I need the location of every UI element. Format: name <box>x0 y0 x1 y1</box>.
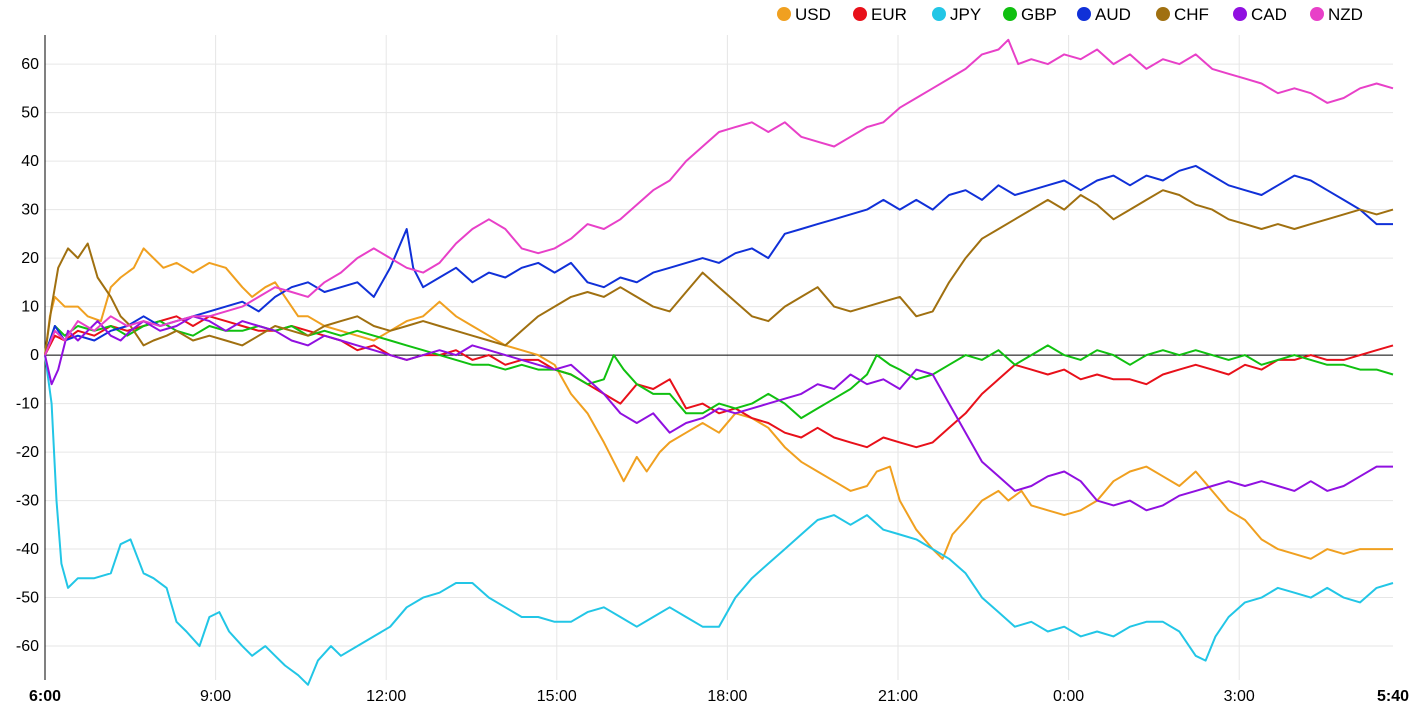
x-tick-label: 9:00 <box>200 688 231 705</box>
legend-swatch <box>777 7 791 21</box>
series-line-chf <box>44 189 1394 356</box>
legend: USD EUR JPY GBP AUD CHF CAD NZD <box>777 5 1363 24</box>
series-line-jpy <box>44 354 1394 686</box>
legend-item-aud[interactable]: AUD <box>1077 5 1131 24</box>
x-tick-label: 12:00 <box>366 688 406 705</box>
legend-item-gbp[interactable]: GBP <box>1003 5 1057 24</box>
legend-item-usd[interactable]: USD <box>777 5 831 24</box>
y-tick-label: -20 <box>16 444 39 461</box>
legend-swatch <box>1156 7 1170 21</box>
series-line-aud <box>44 164 1393 356</box>
y-tick-label: -60 <box>16 638 39 655</box>
legend-label: AUD <box>1095 5 1131 24</box>
x-tick-label: 3:00 <box>1224 688 1255 705</box>
legend-label: CAD <box>1251 5 1287 24</box>
legend-label: USD <box>795 5 831 24</box>
x-tick-label: 21:00 <box>878 688 918 705</box>
legend-item-jpy[interactable]: JPY <box>932 5 981 24</box>
series-line-usd <box>44 247 1393 560</box>
x-tick-label: 18:00 <box>707 688 747 705</box>
legend-swatch <box>1003 7 1017 21</box>
grid <box>45 35 1393 680</box>
legend-swatch <box>932 7 946 21</box>
x-tick-label: 6:00 <box>29 688 61 705</box>
y-tick-label: -30 <box>16 493 39 510</box>
series-line-nzd <box>44 38 1394 356</box>
series-line-eur <box>44 315 1394 449</box>
legend-item-nzd[interactable]: NZD <box>1310 5 1363 24</box>
series-lines <box>44 38 1394 686</box>
y-tick-label: 0 <box>30 347 39 364</box>
y-tick-label: 20 <box>21 250 39 267</box>
x-tick-label: 5:40 <box>1377 688 1409 705</box>
y-tick-label: -40 <box>16 541 39 558</box>
y-tick-label: 50 <box>21 105 39 122</box>
legend-label: CHF <box>1174 5 1209 24</box>
legend-swatch <box>1077 7 1091 21</box>
y-tick-label: -10 <box>16 396 39 413</box>
y-tick-label: 10 <box>21 299 39 316</box>
y-tick-label: 60 <box>21 56 39 73</box>
legend-label: GBP <box>1021 5 1057 24</box>
y-tick-label: -50 <box>16 590 39 607</box>
legend-label: NZD <box>1328 5 1363 24</box>
legend-label: JPY <box>950 5 981 24</box>
legend-item-chf[interactable]: CHF <box>1156 5 1209 24</box>
x-tick-label: 0:00 <box>1053 688 1084 705</box>
legend-swatch <box>1310 7 1324 21</box>
axes: 60 50 40 30 20 10 0 -10 -20 -30 -40 -50 -60 6:00 9:00 1… <box>16 35 1409 705</box>
legend-label: EUR <box>871 5 907 24</box>
series-line-cad <box>44 315 1393 512</box>
y-tick-label: 40 <box>21 153 39 170</box>
legend-item-cad[interactable]: CAD <box>1233 5 1287 24</box>
x-tick-label: 15:00 <box>537 688 577 705</box>
legend-item-eur[interactable]: EUR <box>853 5 907 24</box>
y-tick-label: 30 <box>21 202 39 219</box>
legend-swatch <box>1233 7 1247 21</box>
legend-swatch <box>853 7 867 21</box>
